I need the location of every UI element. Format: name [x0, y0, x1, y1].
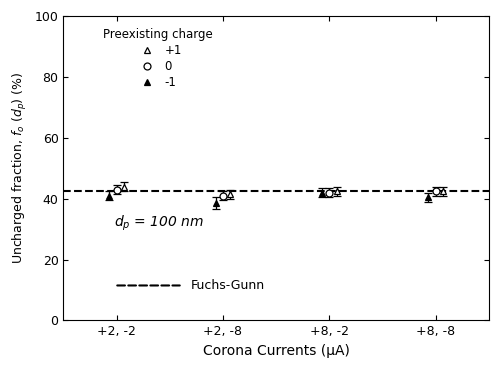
Text: Fuchs-Gunn: Fuchs-Gunn [191, 279, 265, 292]
Legend: +1, 0, -1: +1, 0, -1 [104, 28, 213, 89]
Y-axis label: Uncharged fraction, $f_o$ ($d_p$) (%): Uncharged fraction, $f_o$ ($d_p$) (%) [11, 72, 29, 265]
Text: $d_p$ = 100 nm: $d_p$ = 100 nm [114, 213, 204, 233]
X-axis label: Corona Currents (μA): Corona Currents (μA) [202, 344, 350, 358]
